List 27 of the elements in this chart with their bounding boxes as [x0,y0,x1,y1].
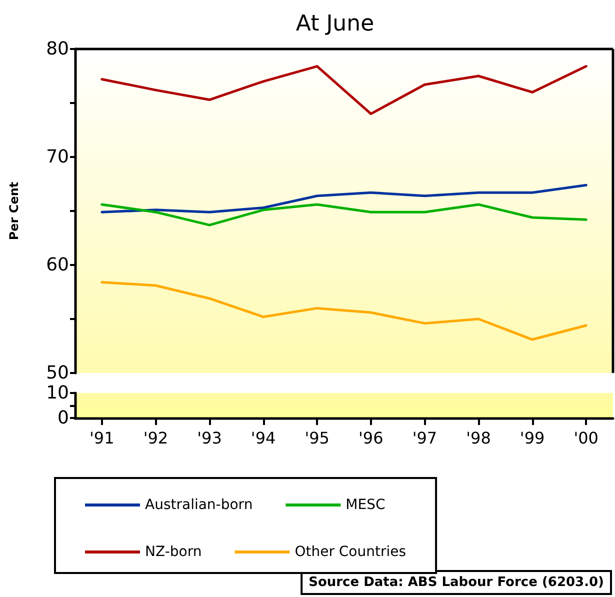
y-tick-label: 70 [46,146,69,168]
y-tick-label: 50 [46,362,69,384]
line-series [100,281,588,341]
x-tick-label: '91 [90,428,114,448]
line-series [100,65,588,116]
legend-label: Other Countries [294,544,406,560]
y-tick-label: 80 [46,38,69,60]
y-tick-label: 60 [46,254,69,276]
x-tick-label: '96 [358,428,384,448]
legend-label: Australian-born [145,497,253,513]
line-series [100,184,588,214]
x-tick-label: '00 [574,428,598,448]
y-tick-label: 0 [58,408,69,428]
chart-title: At June [296,12,374,36]
x-tick-label: '98 [466,428,491,448]
x-tick-label: '93 [197,428,222,448]
x-tick-label: '95 [304,428,330,448]
y-tick-label: 10 [46,382,69,404]
source-note: Source Data: ABS Labour Force (6203.0) [308,575,604,590]
line-series [100,203,588,226]
x-tick-label: '92 [143,428,168,448]
x-tick-label: '99 [520,428,545,448]
x-tick-label: '97 [412,428,438,448]
legend-label: NZ-born [145,544,202,560]
y-axis-title: Per Cent [7,182,21,240]
x-tick-label: '94 [250,428,276,448]
legend-label: MESC [346,497,386,513]
